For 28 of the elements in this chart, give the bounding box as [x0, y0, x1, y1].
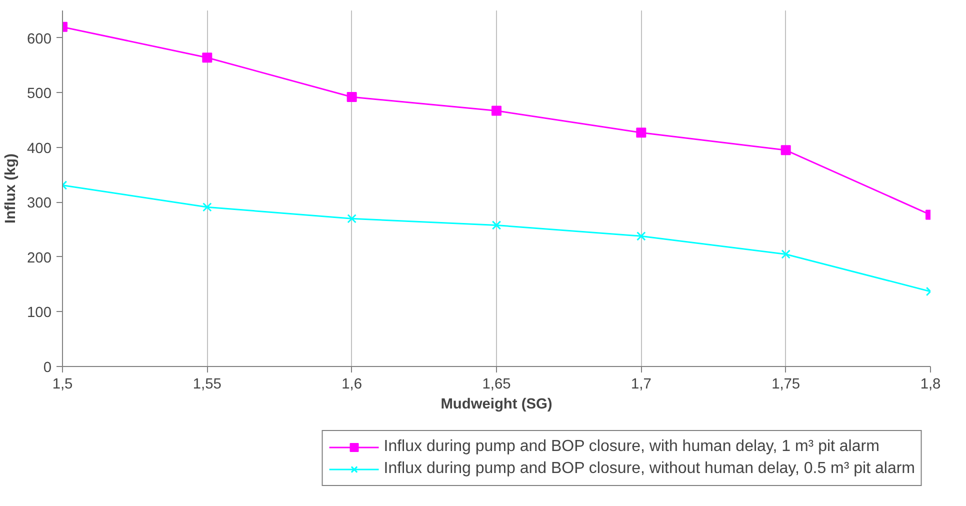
x-tick-label: 1,7 — [630, 376, 652, 392]
x-axis-title: Mudweight (SG) — [440, 396, 552, 412]
x-tick-label: 1,5 — [52, 376, 73, 392]
x-tick-label: 1,55 — [192, 376, 222, 392]
point — [347, 214, 356, 224]
point — [492, 220, 502, 230]
y-tick-label: 500 — [27, 86, 52, 102]
y-tick-label: 100 — [27, 305, 52, 322]
point — [202, 52, 212, 63]
x-tick-label: 1,6 — [342, 376, 362, 392]
y-tick-label: 600 — [27, 31, 52, 48]
point — [202, 202, 212, 212]
x-tick-label: 1,8 — [920, 376, 941, 392]
point — [781, 250, 790, 259]
y-axis-title: Influx (kg) — [3, 153, 20, 224]
point — [492, 106, 502, 116]
point — [346, 92, 357, 102]
point — [636, 232, 646, 241]
legend-label: Influx during pump and BOP closure, with human delay, 1 m³ pit alarm — [384, 438, 880, 456]
y-tick-label: 300 — [27, 196, 52, 212]
point — [636, 128, 646, 138]
y-tick-label: 400 — [27, 140, 52, 157]
legend-label: Influx during pump and BOP closure, without human delay, 0.5 m³ pit alarm — [384, 460, 915, 478]
x-tick-label: 1,65 — [482, 376, 511, 392]
point — [780, 145, 791, 156]
x-tick-label: 1,75 — [772, 376, 800, 392]
y-tick-label: 200 — [27, 250, 52, 266]
y-tick-label: 0 — [43, 360, 52, 376]
